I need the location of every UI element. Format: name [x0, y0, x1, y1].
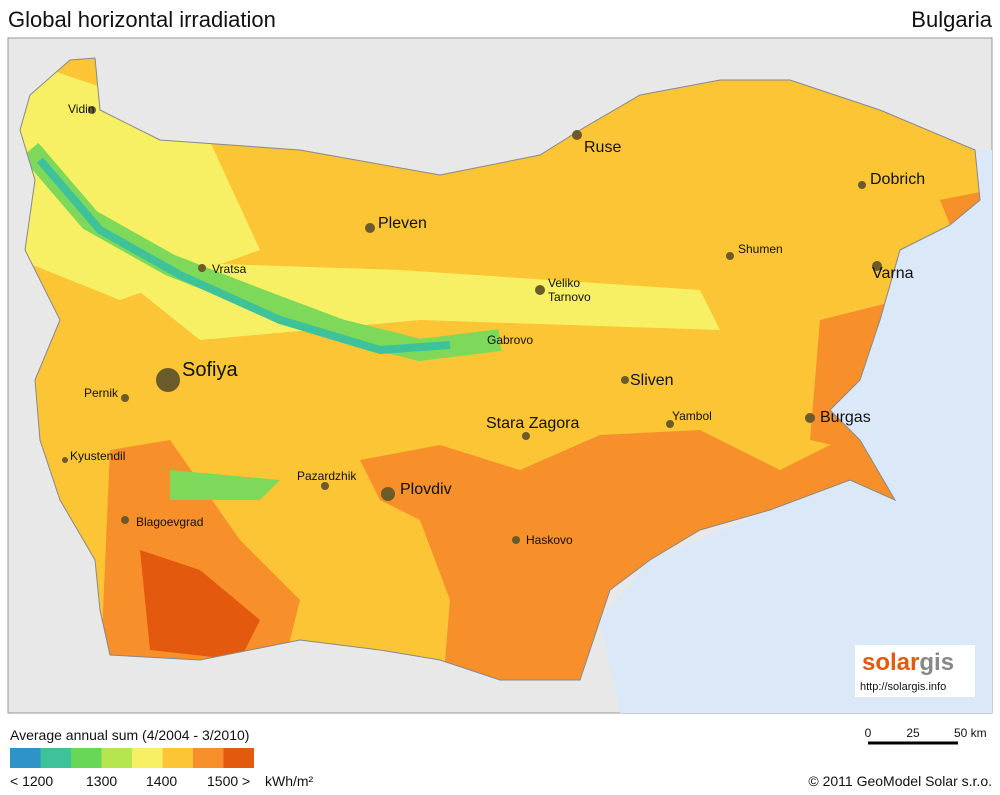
city-label: Yambol [672, 409, 712, 423]
legend: < 1200 1300 1400 1500 > [10, 748, 254, 789]
city-label: Vidin [68, 102, 94, 116]
legend-title: Average annual sum (4/2004 - 3/2010) [10, 727, 249, 743]
country-border [19, 57, 981, 681]
city-label: Plovdiv [400, 481, 452, 498]
city-label: Stara Zagora [486, 415, 579, 432]
city-label: Burgas [820, 409, 871, 426]
country-name: Bulgaria [911, 7, 992, 32]
city-label: Veliko [548, 276, 580, 290]
scale-label: 25 [906, 726, 920, 740]
map-title: Global horizontal irradiation [8, 7, 276, 32]
legend-swatch [223, 748, 254, 768]
city-label: Sofiya [182, 359, 238, 381]
city-label: Blagoevgrad [136, 515, 203, 529]
legend-swatch [40, 748, 71, 768]
legend-label: 1500 > [207, 773, 250, 789]
legend-swatch [10, 748, 41, 768]
legend-label: 1300 [86, 773, 117, 789]
city-label: Pernik [84, 386, 119, 400]
legend-swatch [193, 748, 224, 768]
legend-label: 1400 [146, 773, 177, 789]
sea [600, 150, 992, 713]
city-label: Kyustendil [70, 449, 125, 463]
legend-label: < 1200 [10, 773, 53, 789]
logo-url: http://solargis.info [860, 681, 946, 693]
city-label: Varna [872, 265, 914, 282]
city-label: Sliven [630, 372, 674, 389]
city-label: Pleven [378, 215, 427, 232]
city-label: Vratsa [212, 262, 247, 276]
city-label: Gabrovo [487, 333, 533, 347]
city-markers [62, 106, 882, 544]
legend-swatch [71, 748, 102, 768]
legend-swatch [132, 748, 163, 768]
legend-swatch [101, 748, 132, 768]
city-label: Tarnovo [548, 290, 591, 304]
logo-left: solar [862, 649, 919, 676]
logo-box [855, 645, 975, 697]
city-label: Pazardzhik [297, 469, 357, 483]
city-label: Dobrich [870, 171, 925, 188]
legend-swatch [162, 748, 193, 768]
scale-label: 50 km [954, 726, 987, 740]
city-label: Ruse [584, 139, 621, 156]
logo: solargis [862, 649, 954, 676]
copyright: © 2011 GeoModel Solar s.r.o. [808, 773, 992, 789]
scale-label: 0 [865, 726, 872, 740]
legend-unit: kWh/m² [265, 773, 314, 789]
city-label: Haskovo [526, 533, 573, 547]
city-label: Shumen [738, 242, 783, 256]
logo-right: gis [919, 649, 954, 676]
